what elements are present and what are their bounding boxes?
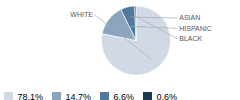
svg-text:BLACK: BLACK [179, 35, 202, 42]
svg-text:ASIAN: ASIAN [179, 14, 200, 21]
svg-text:HISPANIC: HISPANIC [179, 25, 212, 32]
svg-text:WHITE: WHITE [70, 11, 93, 18]
